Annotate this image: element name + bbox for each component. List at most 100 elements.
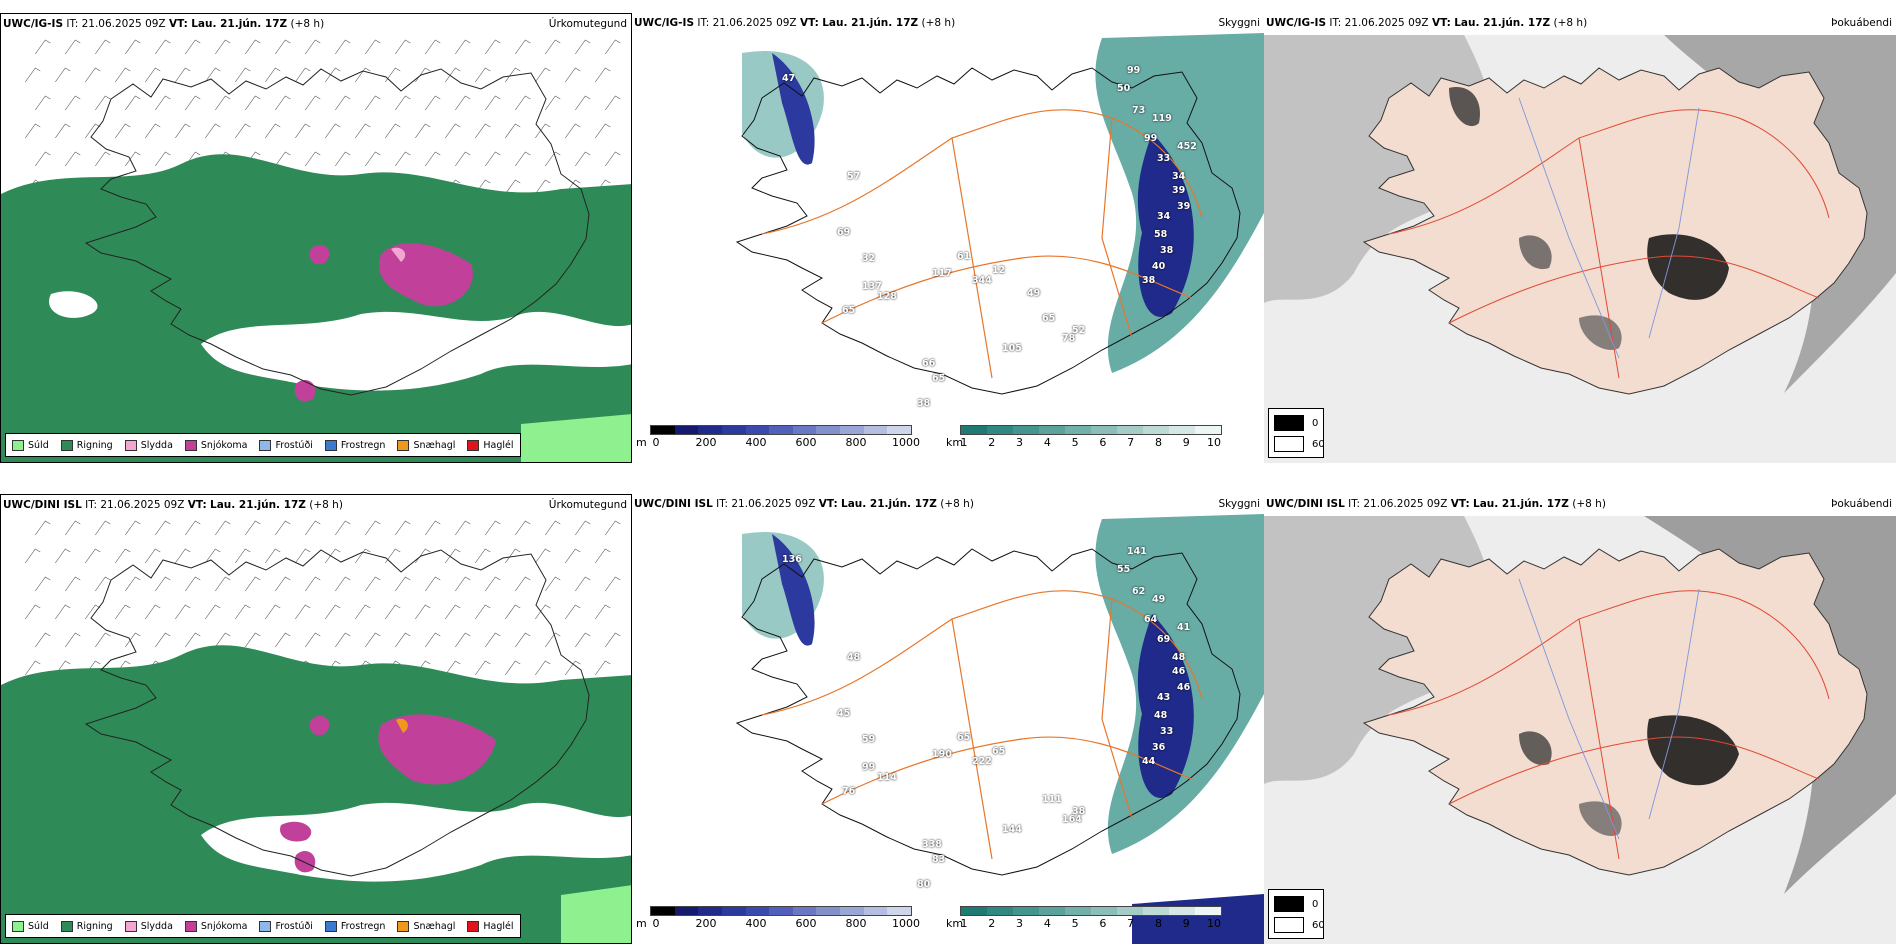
legend-item: Slydda	[124, 439, 173, 451]
fog-legend-row: 60	[1274, 917, 1325, 933]
legend-label: Snæhagl	[413, 920, 456, 932]
wind-barb	[485, 151, 501, 167]
wind-barb	[35, 632, 51, 648]
colorbar-bin	[745, 426, 770, 434]
wind-barb	[365, 39, 381, 55]
panel-header: UWC/IG-IS IT: 21.06.2025 09Z VT: Lau. 21…	[1266, 17, 1588, 29]
wind-barb	[185, 95, 201, 111]
colorbar-tick-label: 0	[652, 436, 660, 449]
fog-legend-swatch	[1274, 917, 1304, 933]
wind-barb	[595, 548, 611, 564]
wind-barb	[475, 548, 491, 564]
colorbar-bin	[769, 907, 793, 915]
visibility-value-label: 40	[1152, 261, 1166, 272]
visibility-value-label: 164	[1062, 814, 1082, 825]
fog-indicator-panel-row1: UWC/IG-IS IT: 21.06.2025 09Z VT: Lau. 21…	[1264, 13, 1896, 463]
legend-item: Haglél	[467, 439, 514, 451]
wind-barb	[415, 123, 431, 139]
colorbar-tick-label: 1000	[892, 917, 920, 930]
legend-label: Súld	[28, 920, 49, 932]
colorbar-tick-label: 400	[745, 436, 767, 449]
panel-header: UWC/DINI ISL IT: 21.06.2025 09Z VT: Lau.…	[3, 499, 343, 511]
colorbar-bin	[1039, 907, 1065, 915]
visibility-value-label: 39	[1177, 201, 1191, 212]
wind-barb	[95, 39, 111, 55]
colorbar-bin	[987, 907, 1013, 915]
cloudbase-colorbar: m 0 200 400 600 800 1000	[636, 423, 936, 457]
visibility-value-label: 48	[847, 652, 861, 663]
visibility-value-label: 73	[1132, 105, 1146, 116]
colorbar-tick-label: 6	[1099, 436, 1107, 449]
visibility-value-label: 452	[1177, 141, 1197, 152]
colorbar-bin	[1169, 907, 1195, 915]
wind-barb	[535, 123, 551, 139]
wind-barb	[265, 604, 281, 620]
wind-barb	[485, 39, 501, 55]
colorbar-bin	[1013, 907, 1039, 915]
wind-barb	[205, 123, 221, 139]
wind-barb	[85, 548, 101, 564]
wind-barb	[145, 548, 161, 564]
fog-legend-row: 0	[1274, 896, 1318, 912]
wind-barb	[335, 520, 351, 536]
fog-legend-label: 60	[1312, 438, 1325, 450]
panel-title: Þokuábendi	[1831, 17, 1892, 29]
colorbar-bin	[651, 907, 675, 915]
wind-barb	[565, 604, 581, 620]
wind-barb	[125, 39, 141, 55]
colorbar-tick-label: 800	[845, 436, 867, 449]
visibility-value-label: 38	[1142, 275, 1156, 286]
wind-barb	[425, 39, 441, 55]
wind-barb	[475, 660, 491, 676]
fog-legend-swatch	[1274, 436, 1304, 452]
visibility-value-label: 83	[932, 854, 946, 865]
wind-barb	[55, 123, 71, 139]
wind-barb	[365, 95, 381, 111]
colorbar-strip	[650, 425, 912, 435]
visibility-value-label: 38	[1160, 245, 1174, 256]
wind-barb	[55, 548, 71, 564]
wind-barb	[505, 179, 521, 195]
wind-barb	[355, 123, 371, 139]
fog-legend-label: 60	[1312, 919, 1325, 931]
visibility-value-label: 43	[1157, 692, 1171, 703]
visibility-value-label: 48	[1154, 710, 1168, 721]
visibility-value-label: 59	[862, 734, 876, 745]
colorbar-bin	[961, 426, 987, 434]
wind-barb	[145, 604, 161, 620]
wind-barb	[275, 632, 291, 648]
wind-barb	[245, 520, 261, 536]
wind-barb	[65, 151, 81, 167]
legend-label: Slydda	[140, 439, 173, 451]
wind-barb	[395, 95, 411, 111]
visibility-value-label: 105	[1002, 343, 1022, 354]
wind-barb	[355, 548, 371, 564]
wind-barb	[545, 39, 561, 55]
wind-barb	[505, 548, 521, 564]
wind-barb	[455, 95, 471, 111]
wind-barb	[215, 95, 231, 111]
visibility-value-label: 80	[917, 879, 931, 890]
wind-barb	[205, 604, 221, 620]
wind-barb	[365, 632, 381, 648]
wind-barb	[475, 123, 491, 139]
colorbar-bin	[769, 426, 793, 434]
colorbar-bin	[792, 426, 817, 434]
wind-barb	[305, 520, 321, 536]
legend-label: Haglél	[483, 920, 514, 932]
wind-barb	[215, 576, 231, 592]
visibility-value-label: 65	[932, 373, 946, 384]
wind-barb	[335, 576, 351, 592]
wind-barb	[545, 632, 561, 648]
wind-barb	[325, 604, 341, 620]
wind-barb	[95, 151, 111, 167]
wind-barb	[305, 632, 321, 648]
wind-barb	[545, 576, 561, 592]
colorbar-bin	[863, 907, 888, 915]
legend-item: Súld	[12, 920, 49, 932]
wind-barb	[185, 632, 201, 648]
visibility-map	[736, 33, 1264, 395]
panel-title: Skyggni	[1218, 498, 1261, 510]
wind-barb	[355, 67, 371, 83]
visibility-value-label: 144	[1002, 824, 1022, 835]
